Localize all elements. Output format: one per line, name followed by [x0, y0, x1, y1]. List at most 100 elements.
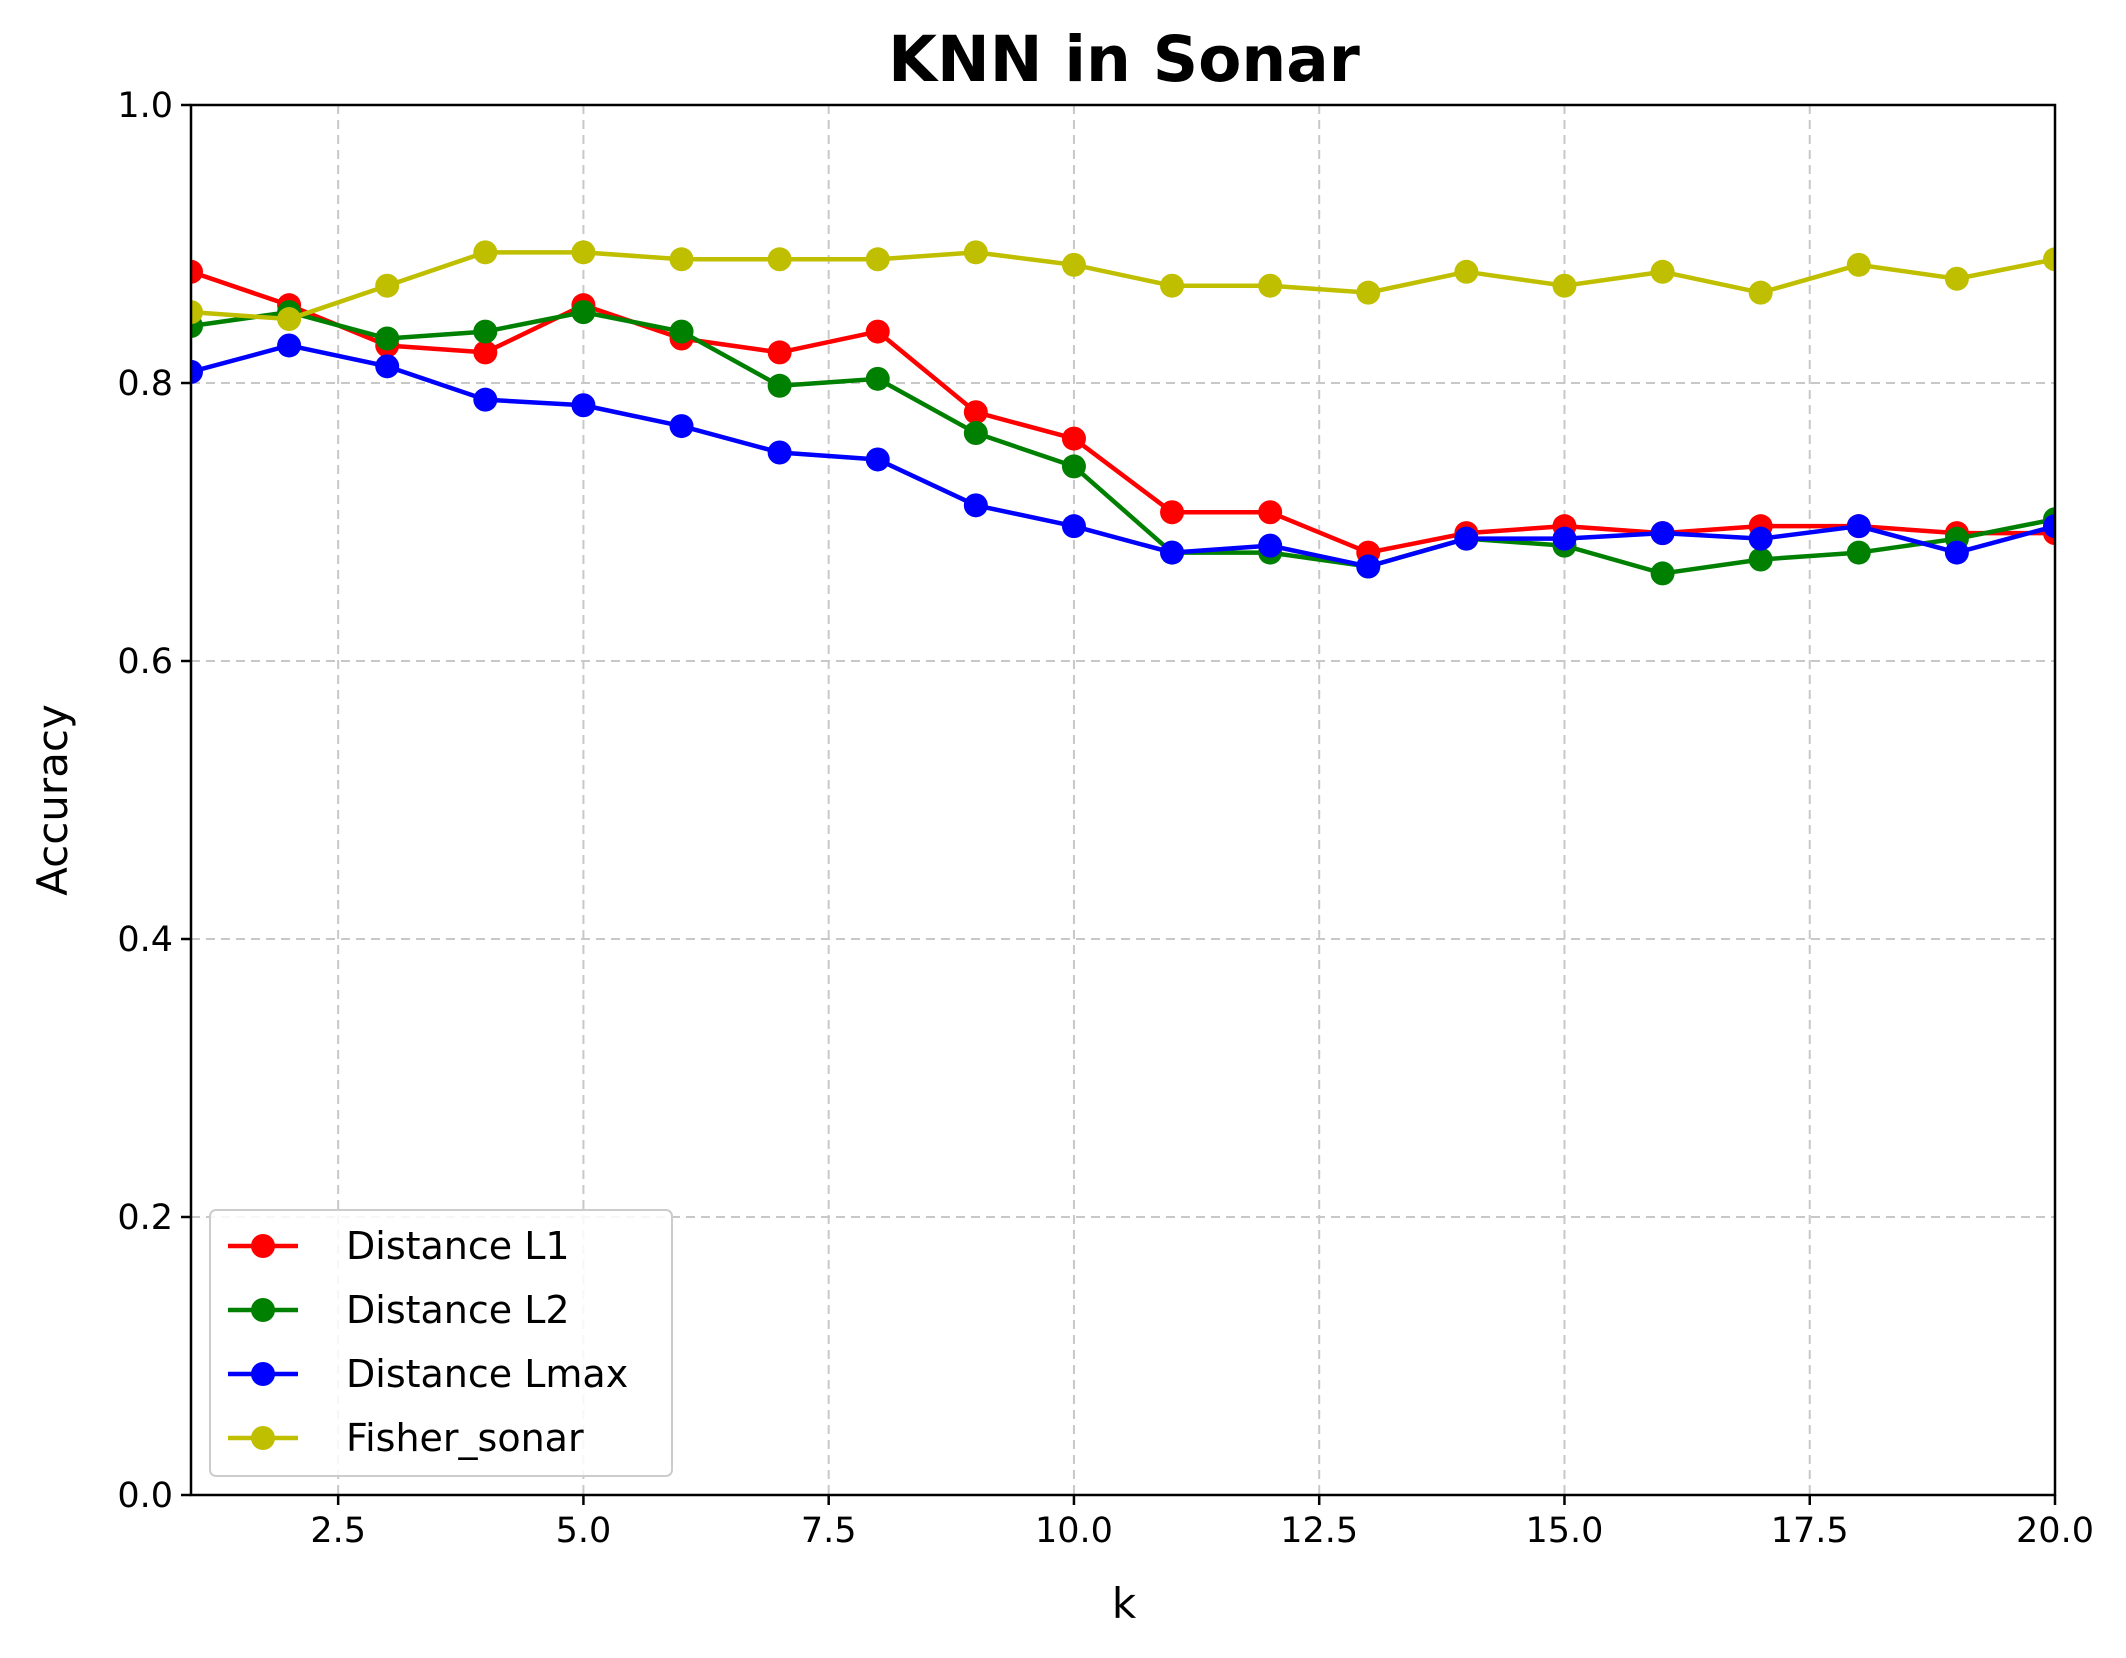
series-layer	[191, 240, 2055, 586]
data-point	[1061, 252, 1086, 277]
chart-title: KNN in Sonar	[888, 23, 1360, 96]
data-point	[1748, 526, 1773, 551]
series-line	[191, 250, 2055, 322]
data-point	[1748, 280, 1773, 305]
data-point	[1160, 540, 1185, 565]
data-point	[473, 240, 498, 265]
data-point	[1454, 526, 1479, 551]
y-tick-label: 0.0	[117, 1476, 173, 1516]
series-line	[191, 343, 2055, 569]
x-axis-label: k	[1112, 1579, 1137, 1628]
y-axis-label: Accuracy	[28, 704, 77, 896]
data-point	[865, 447, 890, 472]
plot-frame	[189, 103, 2057, 1497]
data-point	[1650, 561, 1675, 586]
data-point	[473, 387, 498, 412]
data-point	[1258, 500, 1283, 525]
legend-entry-distance-l1: Distance L1	[228, 1224, 570, 1268]
data-point	[767, 373, 792, 398]
legend: Distance L1 Distance L2 Distance Lmax Fishe…	[209, 1209, 673, 1477]
data-point	[191, 359, 203, 384]
data-point	[571, 300, 596, 325]
legend-marker	[251, 1298, 275, 1322]
data-point	[191, 259, 203, 284]
legend-entry-distance-lmax: Distance Lmax	[228, 1352, 628, 1396]
x-tick-label: 17.5	[1771, 1511, 1849, 1551]
data-point	[1061, 426, 1086, 451]
data-point	[963, 421, 988, 446]
data-point	[865, 319, 890, 344]
legend-marker	[251, 1426, 275, 1450]
y-tick-label: 0.2	[117, 1198, 173, 1238]
data-point	[1748, 547, 1773, 572]
data-point	[1846, 514, 1871, 539]
data-point	[1846, 252, 1871, 277]
y-tick-label: 0.8	[117, 364, 173, 404]
x-tick-label: 5.0	[556, 1511, 612, 1551]
legend-label: Distance Lmax	[346, 1352, 628, 1396]
data-point	[767, 340, 792, 365]
data-point	[963, 493, 988, 518]
data-point	[571, 393, 596, 418]
y-tick-label: 1.0	[117, 86, 173, 126]
x-tick-label: 2.5	[310, 1511, 366, 1551]
legend-entry-distance-l2: Distance L2	[228, 1288, 570, 1332]
legend-entry-fisher-sonar: Fisher_sonar	[228, 1416, 584, 1460]
series-fisher-sonar	[191, 240, 2055, 332]
data-point	[669, 319, 694, 344]
data-point	[1944, 540, 1969, 565]
data-point	[767, 247, 792, 272]
data-point	[1846, 540, 1871, 565]
legend-marker	[251, 1234, 275, 1258]
data-point	[375, 273, 400, 298]
legend-label: Distance L2	[346, 1288, 570, 1332]
data-point	[277, 333, 302, 358]
data-point	[473, 340, 498, 365]
data-point	[1061, 514, 1086, 539]
data-point	[191, 300, 203, 325]
data-point	[1258, 533, 1283, 558]
series-line	[191, 269, 2055, 555]
data-point	[1454, 259, 1479, 284]
data-point	[1944, 266, 1969, 291]
legend-label: Fisher_sonar	[346, 1416, 584, 1460]
series-line	[191, 309, 2055, 576]
data-point	[375, 354, 400, 379]
data-point	[669, 247, 694, 272]
data-point	[1061, 454, 1086, 479]
data-point	[865, 247, 890, 272]
y-tick-label: 0.4	[117, 920, 173, 960]
data-point	[865, 366, 890, 391]
legend-box	[209, 1209, 673, 1477]
series-distance-lmax	[191, 333, 2055, 579]
data-point	[2043, 247, 2055, 272]
x-tick-label: 20.0	[2016, 1511, 2094, 1551]
data-point	[375, 326, 400, 351]
data-point	[963, 400, 988, 425]
x-tick-label: 7.5	[801, 1511, 857, 1551]
data-point	[1650, 521, 1675, 546]
data-point	[1650, 259, 1675, 284]
data-point	[1356, 554, 1381, 579]
data-point	[1160, 500, 1185, 525]
legend-marker	[251, 1362, 275, 1386]
data-point	[1552, 526, 1577, 551]
x-tick-label: 15.0	[1526, 1511, 1604, 1551]
data-point	[669, 414, 694, 439]
y-tick-label: 0.6	[117, 642, 173, 682]
data-point	[2043, 514, 2055, 539]
data-point	[963, 240, 988, 265]
axis-ticks: 2.5 5.0 7.5 10.0 12.5 15.0 17.5 20.0 0.0 0.2 0.4 0.…	[117, 86, 2094, 1551]
x-tick-label: 12.5	[1280, 1511, 1358, 1551]
data-point	[1356, 280, 1381, 305]
data-point	[1258, 273, 1283, 298]
data-point	[277, 307, 302, 332]
data-point	[767, 440, 792, 465]
data-point	[1160, 273, 1185, 298]
data-point	[1552, 273, 1577, 298]
legend-label: Distance L1	[346, 1224, 570, 1268]
grid-lines	[191, 105, 2055, 1495]
data-point	[473, 319, 498, 344]
series-clip-group	[191, 240, 2055, 586]
